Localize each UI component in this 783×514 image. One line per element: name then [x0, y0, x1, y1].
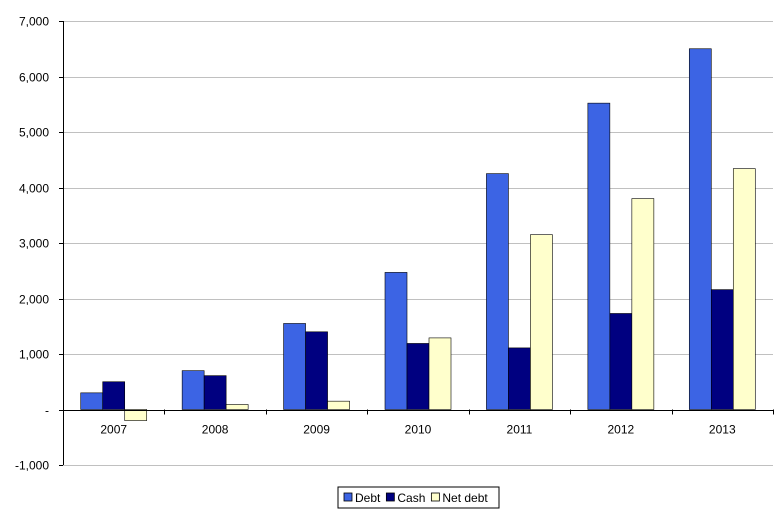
bar-net-debt-2007 — [124, 409, 148, 421]
x-tick-label: 2009 — [303, 423, 330, 437]
x-tick-label: 2007 — [100, 423, 127, 437]
bar-net-debt-2012 — [631, 198, 655, 410]
x-tick-label: 2011 — [507, 423, 533, 437]
y-tick-label: 3,000 — [19, 237, 49, 251]
x-tick-labels: 2007 2008 2009 2010 2011 2012 2013 — [100, 423, 736, 437]
bar-debt-2009 — [283, 323, 306, 410]
y-tick-label: - — [45, 404, 49, 418]
bar-debt-2013 — [688, 48, 712, 410]
bar-debt-2012 — [587, 102, 611, 410]
legend-label: Cash — [397, 491, 425, 505]
bar-cash-2011 — [508, 347, 531, 410]
bar-cash-2008 — [203, 375, 227, 410]
bar-debt-2008 — [181, 370, 205, 410]
legend: Debt Cash Net debt — [337, 486, 500, 509]
legend-label: Debt — [355, 491, 381, 505]
x-tick-label: 2012 — [608, 423, 635, 437]
bar-debt-2007 — [80, 392, 104, 410]
bar-cash-2013 — [710, 289, 734, 410]
y-tick-label: 6,000 — [19, 71, 49, 85]
bar-net-debt-2010 — [428, 337, 452, 410]
legend-box — [337, 486, 500, 509]
bar-net-debt-2008 — [225, 404, 249, 410]
bar-net-debt-2011 — [530, 234, 553, 410]
y-tick-label: 7,000 — [19, 15, 49, 29]
bars — [80, 48, 756, 421]
y-tick-label: 1,000 — [19, 348, 49, 362]
y-tick-label: -1,000 — [15, 459, 49, 473]
x-tick-label: 2013 — [709, 423, 736, 437]
x-tick-label: 2008 — [202, 423, 229, 437]
bar-net-debt-2013 — [732, 168, 756, 410]
bar-cash-2007 — [102, 381, 126, 410]
legend-label: Net debt — [442, 491, 488, 505]
y-tick-label: 5,000 — [19, 126, 49, 140]
bar-cash-2009 — [305, 331, 328, 410]
legend-swatch — [430, 492, 440, 502]
y-tick-labels: -1,000-1,0002,0003,0004,0005,0006,0007,0… — [15, 15, 49, 473]
y-tick-label: 2,000 — [19, 293, 49, 307]
bar-debt-2010 — [384, 272, 408, 410]
bar-cash-2010 — [406, 343, 430, 410]
y-tick-label: 4,000 — [19, 182, 49, 196]
legend-swatch — [385, 492, 395, 502]
bar-net-debt-2009 — [327, 400, 350, 410]
legend-swatch — [343, 492, 353, 502]
axes — [59, 21, 774, 466]
bar-cash-2012 — [609, 313, 633, 410]
x-tick-label: 2010 — [405, 423, 432, 437]
bar-debt-2011 — [486, 173, 509, 410]
